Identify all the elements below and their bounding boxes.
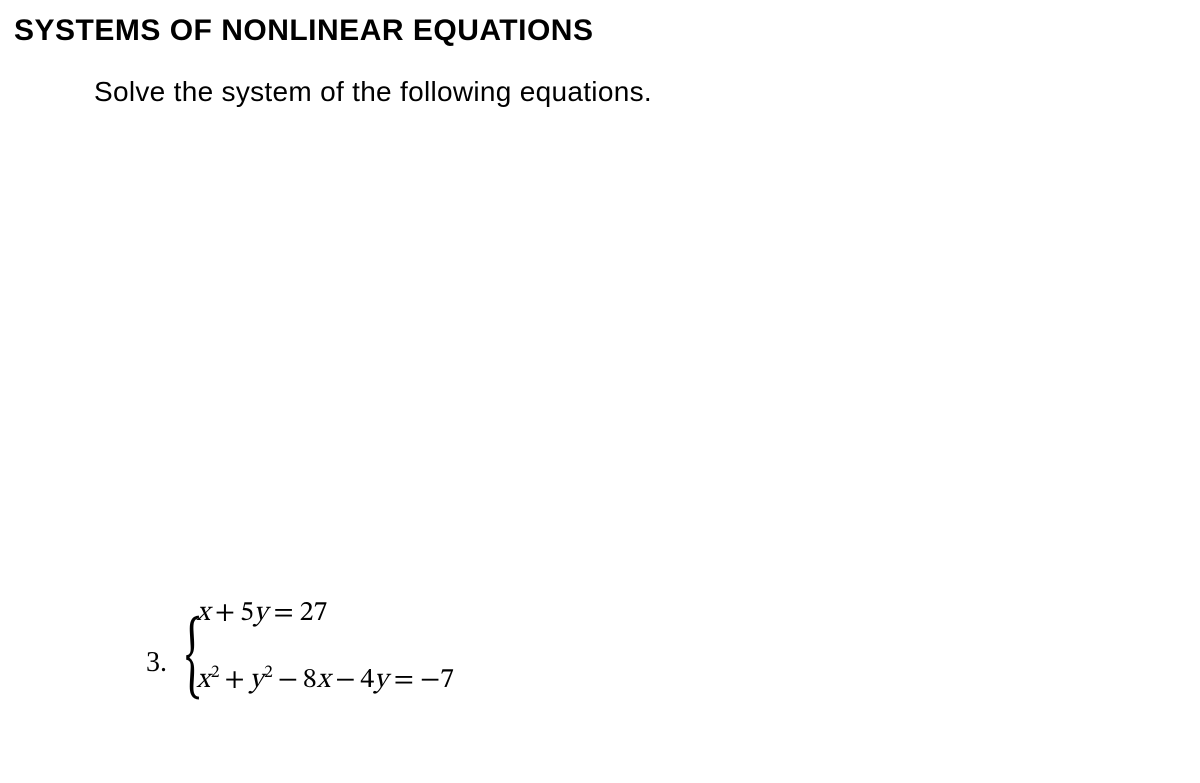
coef-4: 4 — [360, 666, 374, 694]
var-y-sq: y2 — [250, 666, 273, 694]
var-y: y — [374, 666, 388, 694]
minus-op: − — [335, 666, 355, 694]
equals: = — [273, 599, 293, 627]
rhs-27: 27 — [300, 599, 328, 627]
var-x: x — [317, 666, 330, 694]
coef-8: 8 — [303, 666, 317, 694]
plus-op: + — [215, 599, 235, 627]
rhs-7: 7 — [440, 666, 454, 694]
page-title: SYSTEMS OF NONLINEAR EQUATIONS — [14, 14, 1200, 48]
instruction-text: Solve the system of the following equati… — [94, 76, 1200, 108]
equation-1: x+5y=27 — [196, 596, 454, 631]
plus-op: + — [224, 666, 244, 694]
var-y: y — [254, 599, 268, 627]
left-brace: { — [185, 619, 201, 700]
neg-sign: − — [420, 666, 440, 694]
problem-number: 3. — [146, 647, 167, 679]
exp-2: 2 — [211, 665, 220, 682]
problem-3: 3. { x+5y=27 x2+y2−8x−4y=−7 — [146, 596, 454, 698]
exp-2: 2 — [264, 665, 273, 682]
minus-op: − — [278, 666, 298, 694]
equals: = — [394, 666, 414, 694]
coef-5: 5 — [240, 599, 254, 627]
equation-system: x+5y=27 x2+y2−8x−4y=−7 — [196, 596, 454, 698]
document-page: SYSTEMS OF NONLINEAR EQUATIONS Solve the… — [0, 0, 1200, 783]
equation-2: x2+y2−8x−4y=−7 — [196, 663, 454, 698]
